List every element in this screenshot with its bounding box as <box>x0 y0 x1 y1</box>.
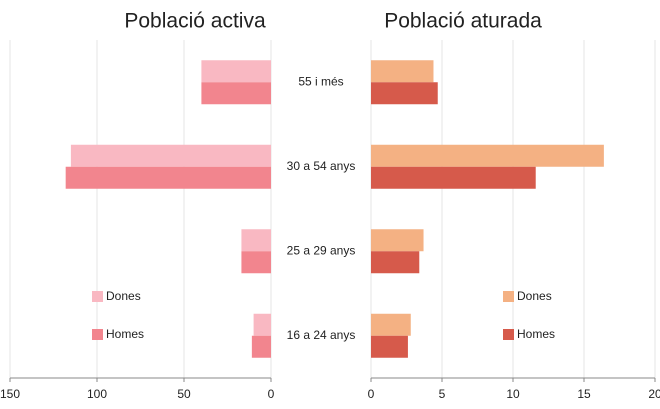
bar <box>241 251 271 274</box>
chart-title: Població aturada <box>384 10 542 33</box>
legend-label: Homes <box>106 327 144 341</box>
x-tick-label: 0 <box>368 387 375 401</box>
bar <box>253 313 271 336</box>
bar <box>241 229 271 252</box>
x-tick-label: 15 <box>577 387 591 401</box>
bar <box>371 82 438 105</box>
legend-swatch <box>503 329 514 340</box>
x-tick-label: 100 <box>87 387 107 401</box>
legend-swatch <box>503 291 514 302</box>
legend-label: Homes <box>517 327 555 341</box>
legend-label: Dones <box>106 289 141 303</box>
chart-title: Població activa <box>124 10 266 33</box>
category-label: 16 a 24 anys <box>287 328 356 342</box>
x-tick-label: 50 <box>177 387 191 401</box>
category-label: 55 i més <box>298 74 343 88</box>
bar <box>251 335 271 358</box>
bar <box>65 166 272 189</box>
x-tick-label: 10 <box>506 387 520 401</box>
bar <box>70 144 272 167</box>
bar <box>371 335 408 358</box>
bar <box>371 229 424 252</box>
legend-swatch <box>92 291 103 302</box>
x-tick-label: 0 <box>268 387 275 401</box>
bar <box>201 82 271 105</box>
bar <box>371 166 536 189</box>
legend-swatch <box>92 329 103 340</box>
category-label: 30 a 54 anys <box>287 159 356 173</box>
x-tick-label: 150 <box>0 387 20 401</box>
x-tick-label: 20 <box>648 387 660 401</box>
legend-label: Dones <box>517 289 552 303</box>
x-tick-label: 5 <box>439 387 446 401</box>
bar <box>201 60 271 83</box>
bar <box>371 144 604 167</box>
bar <box>371 60 434 83</box>
bar <box>371 251 420 274</box>
bar <box>371 313 411 336</box>
category-label: 25 a 29 anys <box>287 243 356 257</box>
